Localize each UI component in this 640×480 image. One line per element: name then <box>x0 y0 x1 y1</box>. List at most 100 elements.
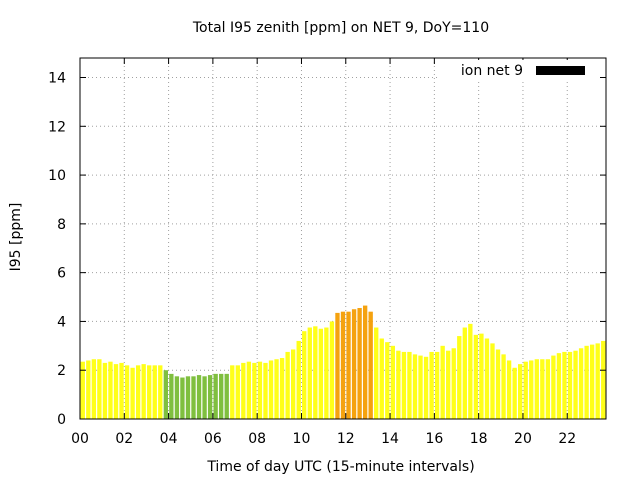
bar <box>329 321 335 419</box>
x-axis-label: Time of day UTC (15-minute intervals) <box>206 459 474 475</box>
bar <box>567 351 573 419</box>
bar <box>434 351 440 419</box>
bar <box>518 364 523 419</box>
bar <box>534 359 539 419</box>
bar <box>446 350 451 419</box>
y-tick-label: 14 <box>48 71 66 87</box>
bar <box>252 362 257 419</box>
bar <box>235 365 240 419</box>
axes <box>79 57 607 420</box>
bar <box>169 373 174 419</box>
bar <box>158 365 163 419</box>
bar <box>241 362 246 419</box>
bar <box>401 351 407 419</box>
bar <box>385 342 390 419</box>
y-tick-label: 10 <box>48 168 66 184</box>
bar <box>246 361 252 419</box>
x-axis-ticks: 00 02 04 06 08 10 12 14 16 18 20 22 <box>71 58 576 447</box>
x-tick-label: 18 <box>470 431 488 447</box>
bar <box>506 360 512 419</box>
bar <box>462 327 467 419</box>
y-tick-label: 0 <box>57 412 66 428</box>
bar <box>556 353 562 419</box>
bar <box>374 327 379 419</box>
bar <box>163 370 168 419</box>
bar <box>340 311 346 419</box>
bar <box>302 331 307 419</box>
bar <box>174 376 180 419</box>
bar <box>324 327 329 419</box>
bar <box>423 356 429 419</box>
bar <box>551 355 556 419</box>
bar <box>318 328 324 419</box>
bar <box>495 349 501 419</box>
bar <box>512 367 517 419</box>
bar <box>484 338 490 419</box>
bar <box>147 365 152 419</box>
bar <box>274 359 279 419</box>
bar <box>490 343 495 419</box>
bar <box>191 376 196 419</box>
bar <box>573 350 578 419</box>
bar <box>279 358 285 419</box>
y-axis-label: I95 [ppm] <box>8 203 24 272</box>
bar <box>102 362 108 419</box>
bar <box>545 359 551 419</box>
bar <box>479 333 484 419</box>
y-tick-label: 8 <box>57 217 66 233</box>
bar <box>124 365 130 419</box>
x-tick-label: 16 <box>425 431 443 447</box>
bar <box>429 351 434 419</box>
legend-label: ion net 9 <box>461 63 523 79</box>
legend: ion net 9 <box>438 60 598 80</box>
bar <box>440 345 445 419</box>
bar <box>313 326 318 419</box>
bar <box>296 340 301 419</box>
bar <box>595 343 600 419</box>
bar <box>335 312 340 419</box>
y-tick-label: 6 <box>57 266 66 282</box>
bar <box>601 340 606 419</box>
bar <box>589 344 595 419</box>
bar <box>141 364 146 419</box>
bar <box>540 359 545 419</box>
x-tick-label: 12 <box>337 431 355 447</box>
bars <box>80 305 606 419</box>
bar <box>230 365 235 419</box>
bar <box>268 360 274 419</box>
bar <box>113 364 119 419</box>
bar <box>351 309 357 419</box>
y-tick-label: 4 <box>57 314 66 330</box>
chart-title: Total I95 zenith [ppm] on NET 9, DoY=110 <box>192 20 489 36</box>
x-tick-label: 20 <box>514 431 532 447</box>
bar <box>390 345 395 419</box>
bar <box>119 362 124 419</box>
bar <box>307 327 312 419</box>
bar <box>207 375 213 419</box>
bar <box>357 308 362 419</box>
x-tick-label: 00 <box>71 431 89 447</box>
x-tick-label: 08 <box>248 431 266 447</box>
bar <box>578 348 584 419</box>
bar <box>362 305 368 419</box>
bar <box>523 361 528 419</box>
bar <box>285 351 290 419</box>
bar <box>135 365 141 419</box>
bar <box>501 354 506 419</box>
bar <box>152 365 157 419</box>
bar <box>473 334 479 419</box>
bar <box>412 354 418 419</box>
bar <box>562 351 567 419</box>
bar <box>91 359 97 419</box>
bar <box>584 345 589 419</box>
bar <box>368 311 373 419</box>
x-tick-label: 04 <box>160 431 178 447</box>
x-tick-label: 02 <box>115 431 133 447</box>
bar <box>86 360 91 419</box>
bar <box>418 355 423 419</box>
bar <box>529 360 534 419</box>
bar <box>468 323 473 419</box>
grid-lines <box>80 58 606 419</box>
bar <box>379 338 384 419</box>
